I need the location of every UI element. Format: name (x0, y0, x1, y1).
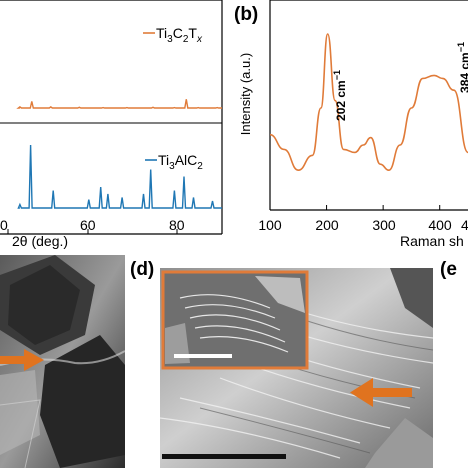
panel-a-chart: Ti3C2Tx Ti3AlC2 0 60 80 2θ (deg.) (0, 0, 223, 249)
panel-a-xtick-label: 80 (169, 217, 185, 233)
series-line-ti3c2tx (16, 99, 222, 109)
panel-b-xtick-label: 300 (372, 217, 396, 233)
sem-inset (161, 270, 309, 370)
panel-a-xtick-label: 60 (80, 217, 96, 233)
panel-a-xlabel: 2θ (deg.) (12, 233, 68, 249)
tem-image (0, 255, 125, 468)
panel-b-xticks (269, 205, 441, 210)
inset-scale-bar (174, 354, 232, 358)
panel-b-xlabel: Raman sh (400, 233, 464, 249)
panel-b-ylabel: Intensity (a.u.) (238, 53, 253, 135)
raman-spectrum-line (269, 33, 468, 172)
panel-d-area: (d) (e (130, 259, 457, 280)
panel-d-label: (d) (130, 259, 154, 280)
legend-label-ti3alc2: Ti3AlC2 (158, 152, 203, 172)
panel-b-xtick-label: 200 (315, 217, 339, 233)
series-line-ti3alc2 (17, 144, 222, 209)
peak-label-202: 202 cm−1 (332, 70, 348, 121)
tem-arrow (0, 349, 44, 371)
legend-label-ti3c2tx: Ti3C2Tx (156, 25, 203, 45)
panel-b-xtick-label: 100 (258, 217, 282, 233)
panel-b-xtick-label: 400 (428, 217, 452, 233)
panel-b-xtick-label: 45 (461, 217, 468, 233)
panel-b-label: (b) (234, 4, 258, 25)
sem-scale-bar (162, 454, 286, 459)
sem-arrow (350, 378, 412, 407)
panel-e-label: (e (440, 259, 457, 280)
peak-label-384: 384 cm−1 (456, 42, 468, 93)
panel-a-xtick-label: 0 (0, 217, 8, 233)
panel-b-chart: (b) Intensity (a.u.) 202 cm−1 384 cm−1 1… (234, 0, 468, 249)
sem-image (160, 268, 433, 468)
